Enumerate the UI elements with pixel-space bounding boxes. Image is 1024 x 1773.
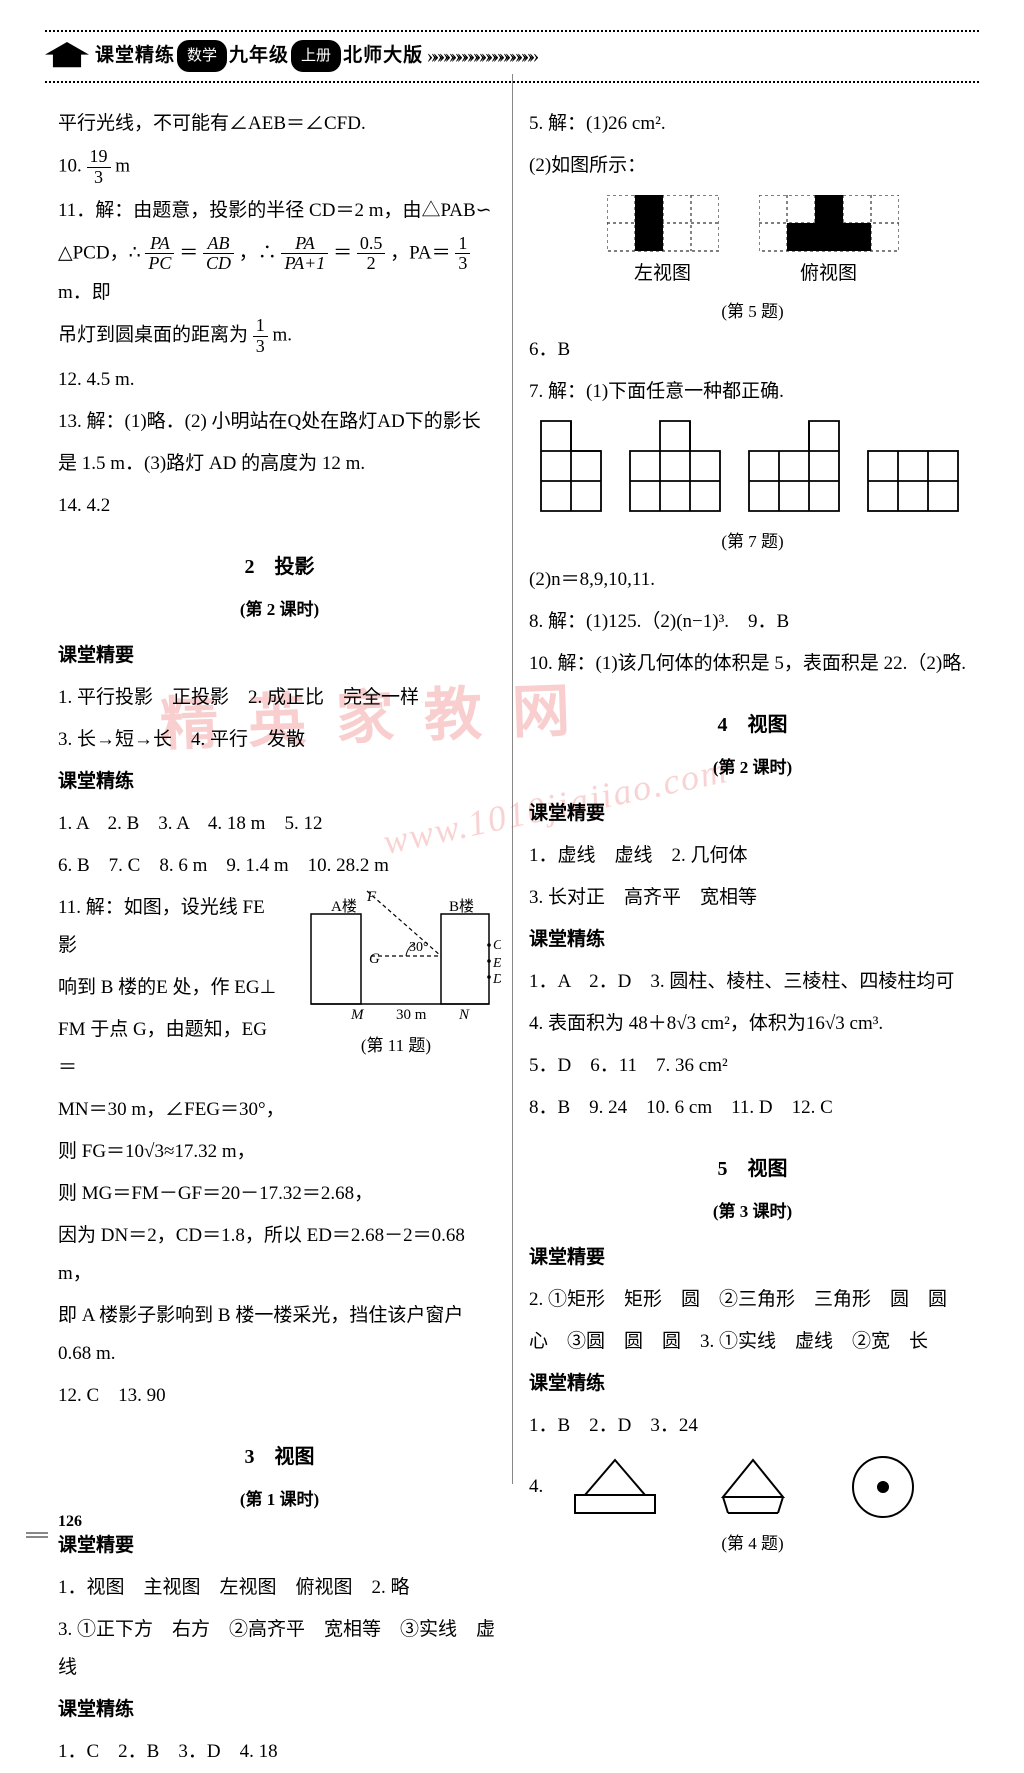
r-p5b: (2)如图所示： bbox=[529, 145, 976, 187]
svg-text:30°: 30° bbox=[409, 940, 429, 955]
left-p1: 平行光线，不可能有∠AEB＝∠CFD. bbox=[58, 103, 501, 145]
fig4-label: (第 4 题) bbox=[529, 1527, 976, 1561]
svg-text:G: G bbox=[369, 951, 380, 967]
fig7-label: (第 7 题) bbox=[529, 525, 976, 559]
subject-badge: 数学 bbox=[177, 40, 227, 72]
s4l4: 8．B 9. 24 10. 6 cm 11. D 12. C bbox=[529, 1087, 976, 1129]
svg-text:N: N bbox=[458, 1007, 470, 1023]
r-p7b: (2)n＝8,9,10,11. bbox=[529, 559, 976, 601]
left-p14: 14. 4.2 bbox=[58, 485, 501, 527]
s2-1: 1. 平行投影 正投影 2. 成正比 完全一样 bbox=[58, 677, 501, 719]
section-5-title: 5 视图 bbox=[529, 1149, 976, 1189]
left-p10: 10. 193 m bbox=[58, 145, 501, 190]
view-top-label: 俯视图 bbox=[800, 255, 857, 293]
figure-11-diagram: A楼 B楼 F G 30° C E D M 30 m N (第 11 题) bbox=[291, 889, 501, 1063]
ktjy-heading-5: 课堂精要 bbox=[529, 1237, 976, 1279]
r-p5: 5. 解：(1)26 cm². bbox=[529, 103, 976, 145]
s4l2: 4. 表面积为 48＋8√3 cm²，体积为16√3 cm³. bbox=[529, 1003, 976, 1045]
s2-11e: 则 FG＝10√3≈17.32 m， bbox=[58, 1131, 501, 1173]
r-p7: 7. 解：(1)下面任意一种都正确. bbox=[529, 371, 976, 413]
s3l1: 1．C 2．B 3．D 4. 18 bbox=[58, 1731, 501, 1773]
view-left-label: 左视图 bbox=[634, 255, 691, 293]
page-number: 126 bbox=[58, 1506, 82, 1538]
left-p13: 13. 解：(1)略．(2) 小明站在Q处在路灯AD下的影长 bbox=[58, 401, 501, 443]
s2l1: 1. A 2. B 3. A 4. 18 m 5. 12 bbox=[58, 803, 501, 845]
s5-4-label: 4. bbox=[529, 1468, 543, 1506]
svg-text:E: E bbox=[492, 956, 501, 971]
left-p11c: 吊灯到圆桌面的距离为 13 m. bbox=[58, 314, 501, 359]
ktjl-heading-3: 课堂精练 bbox=[58, 1689, 501, 1731]
figure-7-pentominoes bbox=[529, 419, 976, 519]
s4-1: 1．虚线 虚线 2. 几何体 bbox=[529, 835, 976, 877]
s4l3: 5．D 6．11 7. 36 cm² bbox=[529, 1045, 976, 1087]
svg-text:M: M bbox=[350, 1007, 365, 1023]
book-title-prefix: 课堂精练 bbox=[95, 37, 175, 75]
s2-11f: 则 MG＝FM－GF＝20－17.32＝2.68， bbox=[58, 1173, 501, 1215]
s4l1: 1．A 2．D 3. 圆柱、棱柱、三棱柱、四棱柱均可 bbox=[529, 961, 976, 1003]
s2-2: 3. 长→短→长 4. 平行 发散 bbox=[58, 719, 501, 761]
ktjy-heading-4: 课堂精要 bbox=[529, 793, 976, 835]
s5-1: 2. ①矩形 矩形 圆 ②三角形 三角形 圆 圆 bbox=[529, 1279, 976, 1321]
page-tick-icon bbox=[26, 1532, 48, 1534]
left-p11b: △PCD，∴ PAPC ＝ ABCD ，∴ PAPA+1 ＝ 0.52 ，PA＝… bbox=[58, 232, 501, 315]
svg-text:F: F bbox=[366, 889, 377, 905]
ktjl-heading: 课堂精练 bbox=[58, 761, 501, 803]
figure-5-views: 左视图 俯视图 bbox=[529, 195, 976, 293]
fig5-label: (第 5 题) bbox=[529, 295, 976, 329]
volume-badge: 上册 bbox=[291, 40, 341, 72]
s2-11d: MN＝30 m，∠FEG＝30°， bbox=[58, 1089, 501, 1131]
publisher-label: 北师大版 bbox=[343, 37, 423, 75]
s2-11h: 即 A 楼影子影响到 B 楼一楼采光，挡住该户窗户 0.68 m. bbox=[58, 1295, 501, 1375]
left-p12: 12. 4.5 m. bbox=[58, 359, 501, 401]
svg-text:D: D bbox=[492, 972, 501, 987]
s4-2: 3. 长对正 高齐平 宽相等 bbox=[529, 877, 976, 919]
s3-1: 1．视图 主视图 左视图 俯视图 2. 略 bbox=[58, 1567, 501, 1609]
r-p6: 6．B bbox=[529, 329, 976, 371]
section-3-sub: (第 1 课时) bbox=[58, 1483, 501, 1517]
ktjl-heading-4: 课堂精练 bbox=[529, 919, 976, 961]
chevron-decoration: »»»»»»»»»»»»»»»»»» bbox=[427, 36, 535, 76]
r-p8: 8. 解：(1)125.（2)(n−1)³. 9．B bbox=[529, 601, 976, 643]
s5l1: 1．B 2．D 3．24 bbox=[529, 1405, 976, 1447]
left-p11a: 11．解：由题意，投影的半径 CD＝2 m，由△PAB∽ bbox=[58, 190, 501, 232]
svg-text:A楼: A楼 bbox=[331, 898, 357, 915]
section-3-title: 3 视图 bbox=[58, 1437, 501, 1477]
s2l2: 6. B 7. C 8. 6 m 9. 1.4 m 10. 28.2 m bbox=[58, 845, 501, 887]
graduation-cap-icon bbox=[45, 42, 89, 70]
section-4-sub: (第 2 课时) bbox=[529, 751, 976, 785]
grade-label: 九年级 bbox=[229, 37, 289, 75]
fig11-label: (第 11 题) bbox=[291, 1029, 501, 1063]
svg-text:C: C bbox=[493, 938, 501, 953]
page-tick2-icon bbox=[26, 1536, 48, 1538]
s5-2: 心 ③圆 圆 圆 3. ①实线 虚线 ②宽 长 bbox=[529, 1321, 976, 1363]
section-2-title: 2 投影 bbox=[58, 547, 501, 587]
figure-4-shapes bbox=[543, 1451, 945, 1523]
section-5-sub: (第 3 课时) bbox=[529, 1195, 976, 1229]
s2-11g: 因为 DN＝2，CD＝1.8，所以 ED＝2.68－2＝0.68 m， bbox=[58, 1215, 501, 1295]
left-p13b: 是 1.5 m．(3)路灯 AD 的高度为 12 m. bbox=[58, 443, 501, 485]
ktjy-heading: 课堂精要 bbox=[58, 635, 501, 677]
svg-text:30 m: 30 m bbox=[396, 1007, 427, 1023]
section-4-title: 4 视图 bbox=[529, 705, 976, 745]
s2-12: 12. C 13. 90 bbox=[58, 1375, 501, 1417]
s3-2: 3. ①正下方 右方 ②高齐平 宽相等 ③实线 虚线 bbox=[58, 1609, 501, 1689]
r-p10: 10. 解：(1)该几何体的体积是 5，表面积是 22.（2)略. bbox=[529, 643, 976, 685]
svg-text:B楼: B楼 bbox=[449, 898, 474, 915]
ktjy-heading-3: 课堂精要 bbox=[58, 1525, 501, 1567]
ktjl-heading-5: 课堂精练 bbox=[529, 1363, 976, 1405]
section-2-sub: (第 2 课时) bbox=[58, 593, 501, 627]
